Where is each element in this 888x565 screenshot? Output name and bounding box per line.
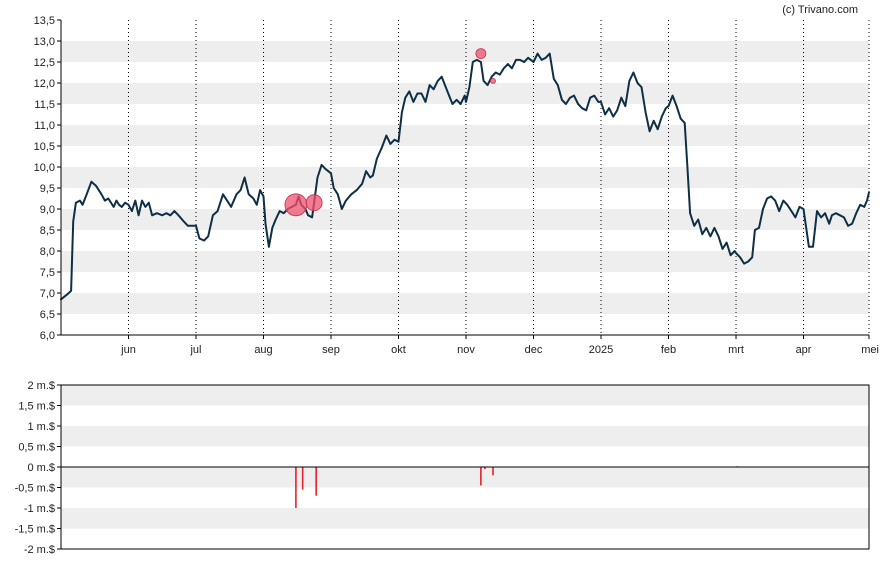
- price-y-tick-label: 12,5: [34, 57, 55, 69]
- price-y-tick-label: 8,0: [40, 246, 55, 258]
- price-x-tick-label: apr: [796, 344, 812, 356]
- price-y-tick-label: 8,5: [40, 225, 55, 237]
- volume-band: [61, 426, 869, 447]
- price-x-tick-label: mei: [861, 344, 879, 356]
- price-x-tick-label: sep: [322, 344, 340, 356]
- price-x-tick-label: jun: [120, 344, 136, 356]
- price-event-marker: [284, 193, 308, 217]
- price-event-marker: [490, 78, 496, 84]
- price-x-tick-label: nov: [457, 344, 475, 356]
- volume-y-tick-label: 1,5 m.$: [18, 401, 55, 413]
- price-x-tick-label: dec: [525, 344, 543, 356]
- price-event-markers: [284, 48, 496, 217]
- price-y-tick-label: 7,0: [40, 288, 55, 300]
- price-y-tick-label: 6,0: [40, 330, 55, 342]
- volume-band: [61, 385, 869, 406]
- price-band: [61, 251, 869, 272]
- volume-bars: [295, 466, 739, 508]
- volume-y-tick-label: -1,5 m.$: [15, 524, 55, 536]
- price-band: [61, 293, 869, 314]
- price-band: [61, 83, 869, 104]
- price-panel-bands: [61, 41, 869, 314]
- volume-band: [61, 467, 869, 488]
- price-y-tick-label: 9,0: [40, 204, 55, 216]
- price-y-tick-label: 10,5: [34, 141, 55, 153]
- price-x-tick-label: okt: [391, 344, 406, 356]
- volume-band: [61, 508, 869, 529]
- price-y-tick-label: 6,5: [40, 309, 55, 321]
- price-y-tick-label: 7,5: [40, 267, 55, 279]
- price-event-marker: [305, 194, 323, 212]
- price-panel-vertical-grid: [128, 20, 870, 335]
- price-x-tick-label: 2025: [589, 344, 613, 356]
- price-band: [61, 209, 869, 230]
- volume-y-tick-label: 0,5 m.$: [18, 442, 55, 454]
- price-x-tick-label: jul: [189, 344, 201, 356]
- price-x-tick-label: aug: [254, 344, 272, 356]
- volume-y-tick-label: -2 m.$: [24, 544, 55, 556]
- price-band: [61, 167, 869, 188]
- price-y-tick-label: 11,0: [34, 120, 55, 132]
- price-y-tick-label: 11,5: [34, 99, 55, 111]
- volume-y-tick-labels: 2 m.$ 1,5 m.$ 1 m.$ 0,5 m.$ 0 m.$ -0,5 m.$ -1 …: [15, 380, 61, 556]
- volume-y-tick-label: 2 m.$: [27, 380, 55, 392]
- price-y-tick-label: 10,0: [34, 162, 55, 174]
- volume-y-tick-label: 1 m.$: [27, 421, 55, 433]
- price-x-tick-label: feb: [661, 344, 676, 356]
- volume-y-tick-label: 0 m.$: [27, 462, 55, 474]
- price-y-tick-label: 13,0: [34, 36, 55, 48]
- volume-panel-bands: [61, 385, 869, 529]
- price-x-tick-labels: jun jul aug sep okt nov dec 2025 feb mrt apr mei: [120, 335, 879, 356]
- price-line: [60, 52, 870, 301]
- price-y-tick-labels: 6,0 6,5 7,0 7,5 8,0 8,5 9,0 9,5 10,0 10,5 11,0 11,5…: [34, 15, 61, 342]
- price-band: [61, 125, 869, 146]
- price-y-tick-label: 13,5: [34, 15, 55, 27]
- credit-label: (c) Trivano.com: [782, 4, 858, 16]
- volume-y-tick-label: -1 m.$: [24, 503, 55, 515]
- volume-y-tick-label: -0,5 m.$: [15, 483, 55, 495]
- price-x-tick-label: mrt: [728, 344, 744, 356]
- price-y-tick-label: 9,5: [40, 183, 55, 195]
- price-band: [61, 41, 869, 62]
- price-line-layer: [60, 52, 870, 301]
- price-event-marker: [475, 48, 487, 59]
- price-y-tick-label: 12,0: [34, 78, 55, 90]
